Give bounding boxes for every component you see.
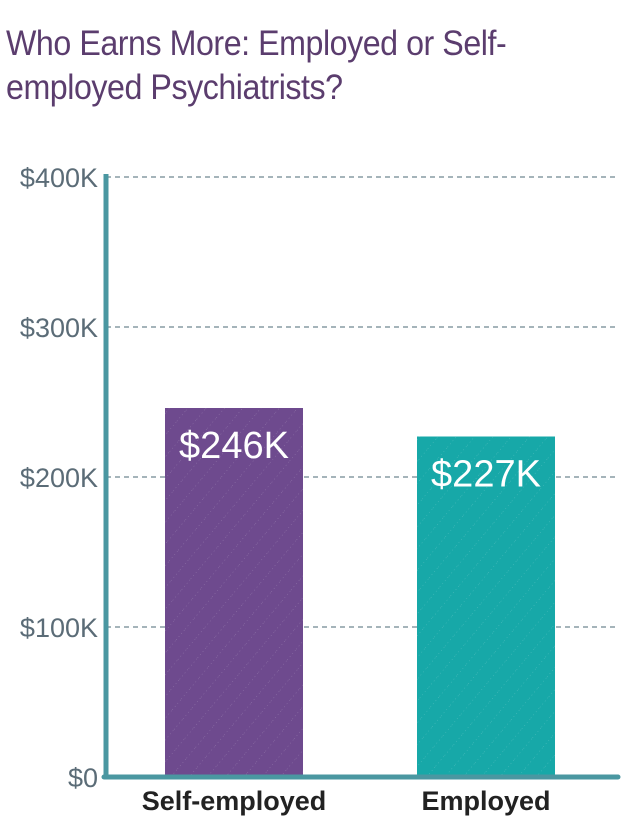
chart-title: Who Earns More: Employed or Self-employe… [6, 24, 507, 107]
y-tick-label: $300K [20, 313, 98, 343]
data-label: $227K [431, 454, 541, 496]
y-tick-label: $200K [20, 463, 98, 493]
x-tick-label: Employed [421, 786, 550, 816]
y-tick-label: $0 [68, 763, 98, 793]
y-tick-label: $100K [20, 613, 98, 643]
y-tick-label: $400K [20, 163, 98, 193]
bar-texture [417, 436, 555, 777]
x-tick-label: Self-employed [142, 786, 327, 816]
data-label: $246K [179, 425, 289, 467]
bar-texture [165, 408, 303, 777]
